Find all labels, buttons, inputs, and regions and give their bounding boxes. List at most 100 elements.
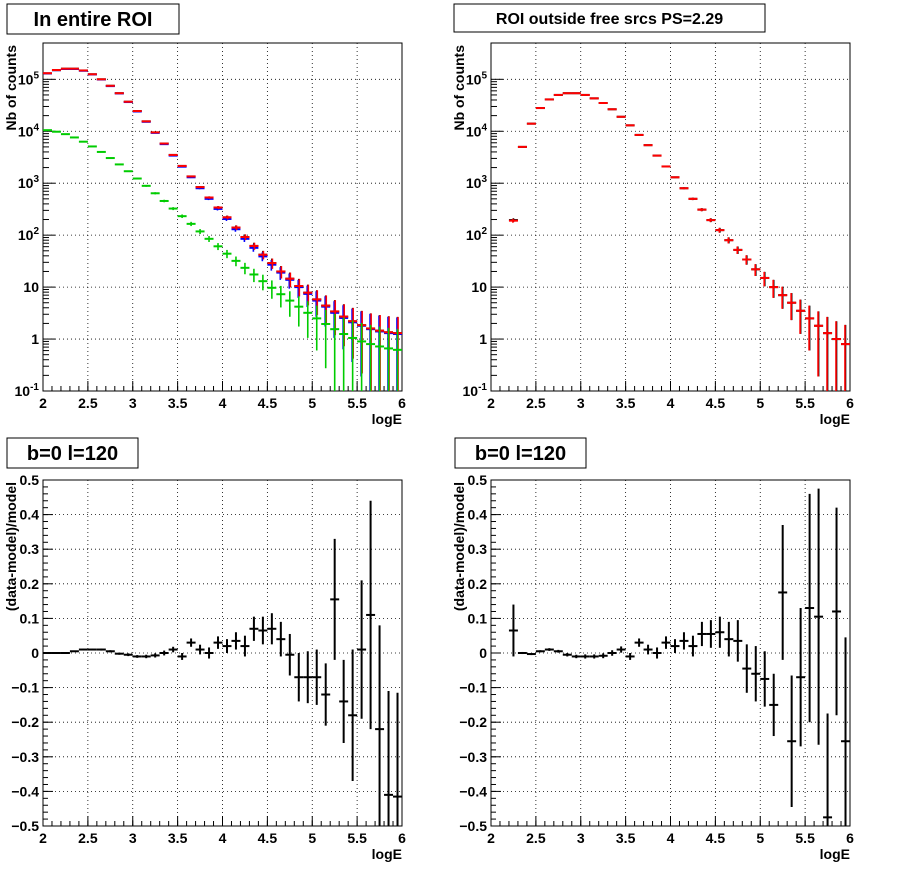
y-tick-label: 104	[466, 122, 488, 139]
x-axis-label: logE	[372, 846, 402, 862]
y-axis-label: Nb of counts	[451, 45, 467, 131]
y-tick-label: −0.5	[11, 818, 39, 834]
y-tick-base: 10	[18, 227, 34, 243]
x-tick-label: 5	[756, 830, 764, 846]
chart-title-box: ROI outside free srcs PS=2.29	[453, 3, 766, 33]
x-tick-label: 4	[219, 395, 227, 411]
x-tick-label: 5.5	[347, 830, 367, 846]
y-tick-label: 10-1	[463, 382, 488, 399]
title-frame	[6, 3, 180, 35]
y-tick-base: 10	[23, 279, 39, 295]
y-axis-label: (data-model)/model	[3, 482, 19, 611]
y-tick-label: 0	[31, 645, 39, 661]
data-points	[508, 488, 850, 826]
x-tick-label: 2.5	[78, 830, 98, 846]
y-tick-label: 0.2	[468, 576, 488, 592]
chart-panel-1: 2 2.5 3 3.5 4 4.5 5 5.5 6logE10-1110102103104105…	[3, 3, 406, 427]
x-tick-label: 3.5	[168, 830, 188, 846]
y-tick-label: 0.2	[20, 576, 40, 592]
y-tick-label: 0.1	[20, 610, 40, 626]
y-tick-label: 102	[18, 226, 40, 243]
y-tick-exponent: 2	[481, 226, 487, 237]
x-tick-label: 3	[577, 395, 585, 411]
y-tick-exponent: -1	[30, 382, 39, 393]
y-tick-label: 0.4	[468, 507, 488, 523]
y-tick-base: 10	[466, 227, 482, 243]
y-tick-base: 10	[18, 71, 34, 87]
x-axis-label: logE	[820, 411, 850, 427]
x-tick-label: 4.5	[258, 395, 278, 411]
data-points	[43, 500, 402, 826]
x-tick-label: 5.5	[795, 830, 815, 846]
x-tick-label: 2	[39, 830, 47, 846]
y-tick-label: 10	[23, 279, 39, 295]
y-axis: −0.5 −0.4 −0.3 −0.2 −0.1 0 0.1 0.2 0.3 0.4 0.5	[11, 472, 402, 834]
x-tick-label: 4.5	[706, 395, 726, 411]
title-frame	[453, 3, 766, 33]
y-tick-label: 0.1	[468, 610, 488, 626]
chart-panel-2: 2 2.5 3 3.5 4 4.5 5 5.5 6logE10-1110102103104105…	[451, 3, 854, 427]
chart-title: ROI outside free srcs PS=2.29	[496, 11, 723, 28]
x-tick-label: 2	[487, 830, 495, 846]
x-axis: 2 2.5 3 3.5 4 4.5 5 5.5 6	[39, 43, 406, 411]
y-tick-label: −0.3	[11, 749, 39, 765]
x-tick-label: 4.5	[706, 830, 726, 846]
y-tick-label: 0.4	[20, 507, 40, 523]
y-tick-label: 0.3	[20, 541, 40, 557]
y-axis: −0.5 −0.4 −0.3 −0.2 −0.1 0 0.1 0.2 0.3 0.4 0.5	[459, 472, 850, 834]
y-tick-label: −0.2	[459, 714, 487, 730]
y-tick-base: 10	[15, 383, 31, 399]
y-tick-label: −0.4	[11, 783, 39, 799]
chart-title: b=0 l=120	[475, 443, 566, 465]
y-tick-label: −0.1	[11, 680, 39, 696]
x-tick-label: 3	[577, 830, 585, 846]
y-tick-base: 10	[463, 383, 479, 399]
y-tick-label: 104	[18, 122, 40, 139]
y-tick-exponent: 4	[481, 122, 487, 133]
plot-frame	[490, 42, 851, 392]
y-tick-label: 0.5	[468, 472, 488, 488]
x-tick-label: 6	[846, 830, 854, 846]
y-tick-base: 10	[466, 123, 482, 139]
chart-title: b=0 l=120	[27, 443, 118, 465]
x-tick-label: 4	[219, 830, 227, 846]
x-tick-label: 6	[846, 395, 854, 411]
y-tick-base: 10	[466, 71, 482, 87]
x-tick-label: 3	[129, 395, 137, 411]
x-tick-label: 5	[308, 395, 316, 411]
title-frame	[454, 437, 587, 469]
chart-panel-4: 2 2.5 3 3.5 4 4.5 5 5.5 6logE−0.5−0.4−0.3−0.2−0.…	[451, 437, 854, 862]
x-tick-label: 5.5	[795, 395, 815, 411]
y-tick-label: −0.5	[459, 818, 487, 834]
y-tick-label: 105	[18, 70, 40, 87]
chart-panel-3: 2 2.5 3 3.5 4 4.5 5 5.5 6logE−0.5−0.4−0.3−0.2−0.…	[3, 437, 406, 862]
y-tick-label: 105	[466, 70, 488, 87]
x-tick-label: 5	[308, 830, 316, 846]
y-tick-label: 0	[479, 645, 487, 661]
series-1	[508, 488, 850, 826]
x-tick-label: 4	[667, 830, 675, 846]
x-tick-label: 2.5	[78, 395, 98, 411]
x-tick-label: 5.5	[347, 395, 367, 411]
y-tick-label: 1	[479, 331, 487, 347]
x-axis-label: logE	[372, 411, 402, 427]
chart-title-box: b=0 l=120	[454, 437, 587, 469]
x-tick-label: 5	[756, 395, 764, 411]
y-tick-label: 0.5	[20, 472, 40, 488]
y-tick-base: 10	[18, 175, 34, 191]
chart-title-box: b=0 l=120	[6, 437, 139, 469]
series-2	[508, 92, 850, 391]
y-tick-exponent: 3	[481, 174, 487, 185]
data-points	[43, 67, 402, 391]
y-tick-label: 0.3	[468, 541, 488, 557]
y-tick-base: 1	[31, 331, 39, 347]
x-tick-label: 2	[487, 395, 495, 411]
y-tick-base: 10	[466, 175, 482, 191]
x-tick-label: 2.5	[526, 830, 546, 846]
x-tick-label: 3.5	[616, 830, 636, 846]
data-points	[508, 92, 850, 391]
x-tick-label: 3.5	[168, 395, 188, 411]
y-tick-base: 1	[479, 331, 487, 347]
